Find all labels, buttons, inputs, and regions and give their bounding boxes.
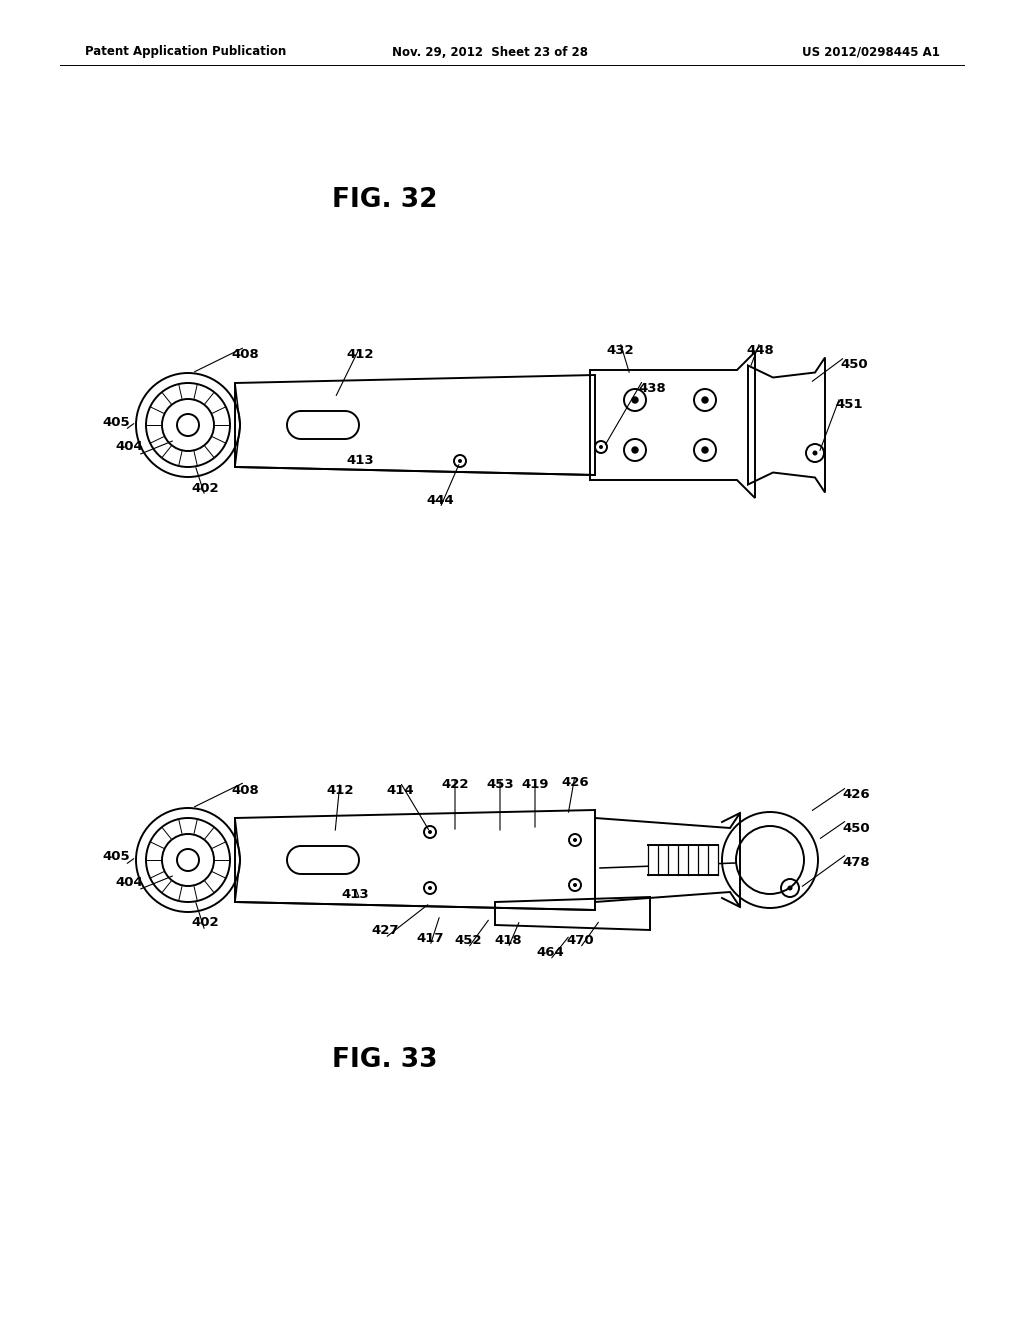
Text: Nov. 29, 2012  Sheet 23 of 28: Nov. 29, 2012 Sheet 23 of 28 — [392, 45, 588, 58]
Text: 478: 478 — [842, 855, 869, 869]
Text: 427: 427 — [372, 924, 398, 936]
Circle shape — [428, 830, 432, 834]
Circle shape — [458, 459, 462, 463]
Circle shape — [573, 838, 577, 842]
Text: FIG. 33: FIG. 33 — [332, 1047, 437, 1073]
Text: 413: 413 — [346, 454, 374, 466]
Text: 413: 413 — [341, 888, 369, 902]
Text: 450: 450 — [842, 821, 869, 834]
Circle shape — [702, 397, 708, 403]
Polygon shape — [648, 845, 718, 875]
Text: 404: 404 — [116, 441, 143, 454]
Text: 464: 464 — [537, 945, 564, 958]
Text: 448: 448 — [746, 343, 774, 356]
Text: 432: 432 — [606, 343, 634, 356]
Text: 419: 419 — [521, 779, 549, 792]
Text: 418: 418 — [495, 933, 522, 946]
Text: 408: 408 — [231, 348, 259, 362]
Text: 452: 452 — [455, 933, 481, 946]
Text: 426: 426 — [842, 788, 869, 801]
Text: 444: 444 — [426, 494, 454, 507]
Text: 402: 402 — [191, 482, 219, 495]
Circle shape — [702, 447, 708, 453]
Circle shape — [632, 447, 638, 453]
Circle shape — [428, 886, 432, 890]
Text: 453: 453 — [486, 779, 514, 792]
Text: 426: 426 — [561, 776, 589, 789]
Text: 404: 404 — [116, 875, 143, 888]
Text: 412: 412 — [346, 348, 374, 362]
Polygon shape — [287, 846, 359, 874]
Text: 450: 450 — [840, 359, 867, 371]
Text: US 2012/0298445 A1: US 2012/0298445 A1 — [802, 45, 940, 58]
Circle shape — [599, 445, 603, 449]
Text: 405: 405 — [102, 850, 130, 863]
Circle shape — [573, 883, 577, 887]
Text: 405: 405 — [102, 416, 130, 429]
Text: 412: 412 — [327, 784, 353, 796]
Text: 402: 402 — [191, 916, 219, 929]
Text: 438: 438 — [638, 381, 666, 395]
Circle shape — [812, 450, 817, 455]
Text: 422: 422 — [441, 779, 469, 792]
Text: 417: 417 — [416, 932, 443, 945]
Text: 451: 451 — [835, 399, 862, 412]
Text: 470: 470 — [566, 933, 594, 946]
Text: 414: 414 — [386, 784, 414, 796]
Polygon shape — [287, 411, 359, 440]
Text: 408: 408 — [231, 784, 259, 796]
Circle shape — [632, 397, 638, 403]
Text: Patent Application Publication: Patent Application Publication — [85, 45, 287, 58]
Circle shape — [787, 886, 793, 891]
Text: FIG. 32: FIG. 32 — [332, 187, 437, 213]
